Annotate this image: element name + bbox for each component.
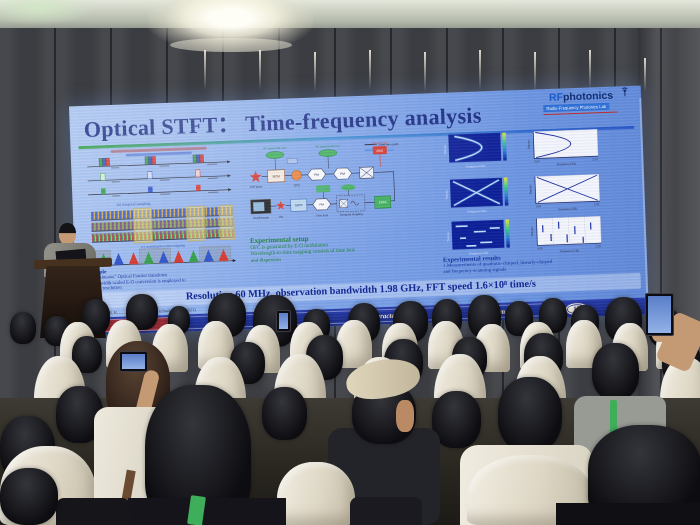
wall-glint bbox=[589, 50, 591, 90]
audience-head bbox=[10, 312, 36, 344]
audience-head bbox=[592, 343, 639, 400]
tick: 0.00 bbox=[534, 159, 540, 163]
pd-star-icon bbox=[276, 200, 286, 210]
presentation-screen: Optical STFT： Time-frequency analysis RF… bbox=[68, 85, 650, 336]
setup-text-block: Experimental setup OFC is generated by E… bbox=[250, 231, 419, 264]
raised-phone bbox=[276, 310, 291, 332]
mzm-label: MZM bbox=[272, 174, 280, 178]
panel-a-timing-diagram bbox=[87, 146, 232, 197]
plot-quadratic: 0.00 2.50 Frequency/GHz Time/µs bbox=[526, 129, 599, 167]
plot-scanning: 0.00 2.50 Frequency/GHz Time/µs bbox=[530, 215, 602, 254]
signal-input-label: Signal input bbox=[372, 141, 387, 146]
logo-tagline: Radio-Frequency Photonics Lab bbox=[543, 102, 610, 113]
tick: 2.50 bbox=[592, 157, 598, 161]
edfa-label: EDFA bbox=[379, 200, 387, 204]
obpf-label: OBPF bbox=[295, 203, 303, 207]
wall-glint bbox=[479, 50, 481, 90]
shoulders bbox=[56, 498, 130, 525]
pm-label: PM bbox=[340, 172, 345, 176]
setup-block-diagram: Time-lens path Signal path RF signal 8.9… bbox=[249, 141, 399, 220]
axis-label: Time/µs bbox=[530, 226, 534, 237]
wall-glint bbox=[534, 52, 536, 92]
axis-label: Frequency/GHz bbox=[466, 164, 486, 169]
shoulders bbox=[556, 503, 700, 525]
audience-head bbox=[432, 391, 481, 448]
antenna-icon bbox=[621, 87, 628, 97]
plot-linear: 0.00 2.50 Frequency/GHz Time/µs bbox=[528, 173, 601, 212]
logo-underline bbox=[543, 111, 618, 116]
axis-label: Frequency/GHz bbox=[467, 209, 487, 214]
temporal-mapping-label: Temporal mapping bbox=[340, 212, 364, 217]
chandelier-tier bbox=[170, 38, 292, 52]
tick: 2.50 bbox=[595, 244, 601, 248]
wall-glint bbox=[204, 50, 206, 90]
panel-c-mapping: (c) wavelength-to-time mapping bbox=[88, 243, 236, 267]
rfphotonics-logo: RFphotonics Radio-Frequency Photonics La… bbox=[541, 87, 638, 118]
wall-glint bbox=[259, 50, 261, 90]
spectrogram-quadratic: Frequency/GHz Time/µs bbox=[443, 132, 507, 169]
axis-label: Time/µs bbox=[443, 144, 447, 155]
oscilloscope-label: Oscilloscope bbox=[253, 215, 269, 220]
logo-wordmark: RFphotonics bbox=[548, 89, 614, 104]
tiny-tick-labels bbox=[111, 163, 219, 197]
waveform-highlight bbox=[218, 204, 235, 241]
ofc-label: OFC bbox=[294, 183, 301, 187]
axis-label: Time/µs bbox=[526, 139, 530, 150]
shoulders bbox=[350, 497, 422, 525]
wall-glint bbox=[369, 50, 371, 90]
axis-label: Frequency/GHz bbox=[558, 207, 578, 212]
panel-c-caption: (c) wavelength-to-time mapping bbox=[141, 243, 185, 249]
axis-label: Frequency/GHz bbox=[469, 251, 489, 256]
chair bbox=[277, 462, 355, 525]
audience-head bbox=[498, 377, 562, 452]
axis-label: Frequency/GHz bbox=[557, 162, 577, 167]
rf-high-label: RF signal 24.98 GHz bbox=[316, 144, 341, 149]
spectrogram-linear: Frequency/GHz Time/µs bbox=[444, 177, 509, 214]
tick: 2.50 bbox=[594, 202, 600, 206]
wall-glint bbox=[314, 52, 316, 92]
laser-star-icon bbox=[249, 170, 262, 183]
cw-laser-label: CW laser bbox=[250, 185, 262, 189]
pm-label: PM bbox=[314, 173, 319, 177]
waveform-highlight bbox=[132, 207, 154, 244]
raised-phone bbox=[119, 351, 148, 372]
panel-b-caption: (b) temporal sampling bbox=[116, 201, 151, 207]
axis-label: Time/µs bbox=[446, 231, 450, 242]
axis-label: Time/µs bbox=[528, 184, 532, 195]
pulse-row3 bbox=[101, 184, 201, 195]
wall-glint bbox=[644, 58, 646, 92]
pd-label: PD bbox=[279, 215, 283, 219]
time-lens-label: Time lens bbox=[316, 213, 329, 217]
lanyard bbox=[610, 400, 617, 440]
pulse-row2 bbox=[100, 169, 201, 181]
rf-low-label: RF signal 8.98 GHz bbox=[263, 146, 286, 151]
audience-head bbox=[0, 468, 58, 525]
wall-glint bbox=[424, 52, 426, 92]
ceiling-light-glow bbox=[0, 0, 95, 26]
tick: 0.00 bbox=[537, 246, 543, 250]
awg-label: AWG bbox=[376, 149, 384, 153]
audience-head bbox=[262, 387, 307, 440]
axis-label: Frequency/GHz bbox=[560, 249, 580, 254]
cap-man-face bbox=[396, 400, 414, 432]
axis-label: Time/µs bbox=[444, 189, 448, 200]
wall-seam bbox=[660, 28, 662, 420]
legend-time-lens-path: Time-lens path bbox=[379, 142, 399, 147]
slide-title: Optical STFT： Time-frequency analysis bbox=[83, 102, 483, 143]
tick: 0.00 bbox=[536, 204, 542, 208]
waveform-highlight bbox=[185, 205, 207, 242]
speaker-head bbox=[59, 223, 76, 245]
recording-phone bbox=[645, 293, 674, 336]
pulse-cluster-row1 bbox=[98, 154, 204, 167]
pm-label: PM bbox=[319, 203, 324, 207]
spectrogram-scanning: Frequency/GHz Time/µs bbox=[446, 219, 510, 256]
shoulders bbox=[128, 498, 286, 525]
panel-b-waveforms: (b) temporal sampling bbox=[83, 198, 242, 244]
